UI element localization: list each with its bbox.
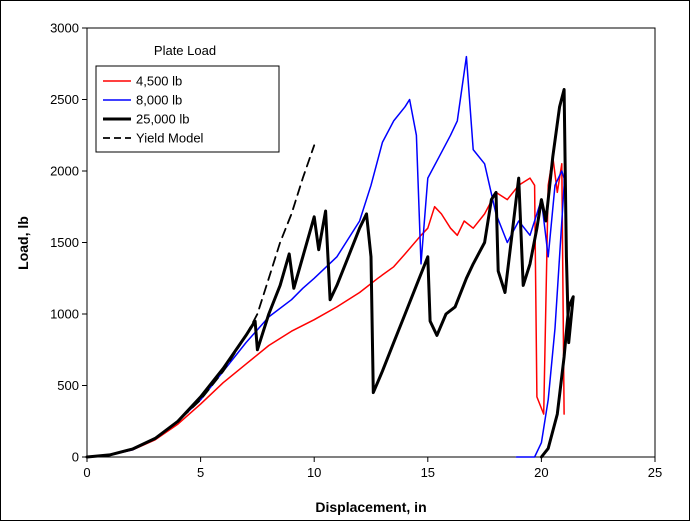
y-tick-label: 3000 <box>50 21 79 36</box>
x-tick-label: 0 <box>83 465 90 480</box>
y-tick-label: 0 <box>72 450 79 465</box>
legend: Plate Load 4,500 lb 8,000 lb 25,000 lb Yiel… <box>95 43 280 153</box>
series-line-25-000-lb <box>85 88 575 459</box>
y-tick-label: 2000 <box>50 164 79 179</box>
y-tick-label: 500 <box>57 378 79 393</box>
legend-label: 25,000 lb <box>136 112 190 127</box>
axes-layer: 0 5 10 15 20 25 0 500 1000 1500 2000 2500 3000 <box>50 21 662 481</box>
y-tick-label: 1500 <box>50 235 79 250</box>
y-tick-label: 2500 <box>50 92 79 107</box>
legend-label: 4,500 lb <box>136 74 182 89</box>
x-tick-label: 15 <box>421 465 435 480</box>
legend-entries: 4,500 lb 8,000 lb 25,000 lb Yield Model <box>103 74 204 146</box>
series-line-4-500-lb <box>86 155 565 458</box>
series-layer <box>85 55 575 459</box>
series-line-yield-model <box>86 144 316 458</box>
legend-title: Plate Load <box>154 43 216 58</box>
x-tick-label: 5 <box>197 465 204 480</box>
x-tick-label: 25 <box>648 465 662 480</box>
legend-label: 8,000 lb <box>136 93 182 108</box>
legend-label: Yield Model <box>136 131 204 146</box>
x-axis-title: Displacement, in <box>315 499 426 515</box>
y-axis-title: Load, lb <box>15 216 31 270</box>
x-tick-label: 20 <box>534 465 548 480</box>
series-line-8-000-lb <box>86 55 565 458</box>
y-tick-label: 1000 <box>50 307 79 322</box>
x-tick-label: 10 <box>307 465 321 480</box>
